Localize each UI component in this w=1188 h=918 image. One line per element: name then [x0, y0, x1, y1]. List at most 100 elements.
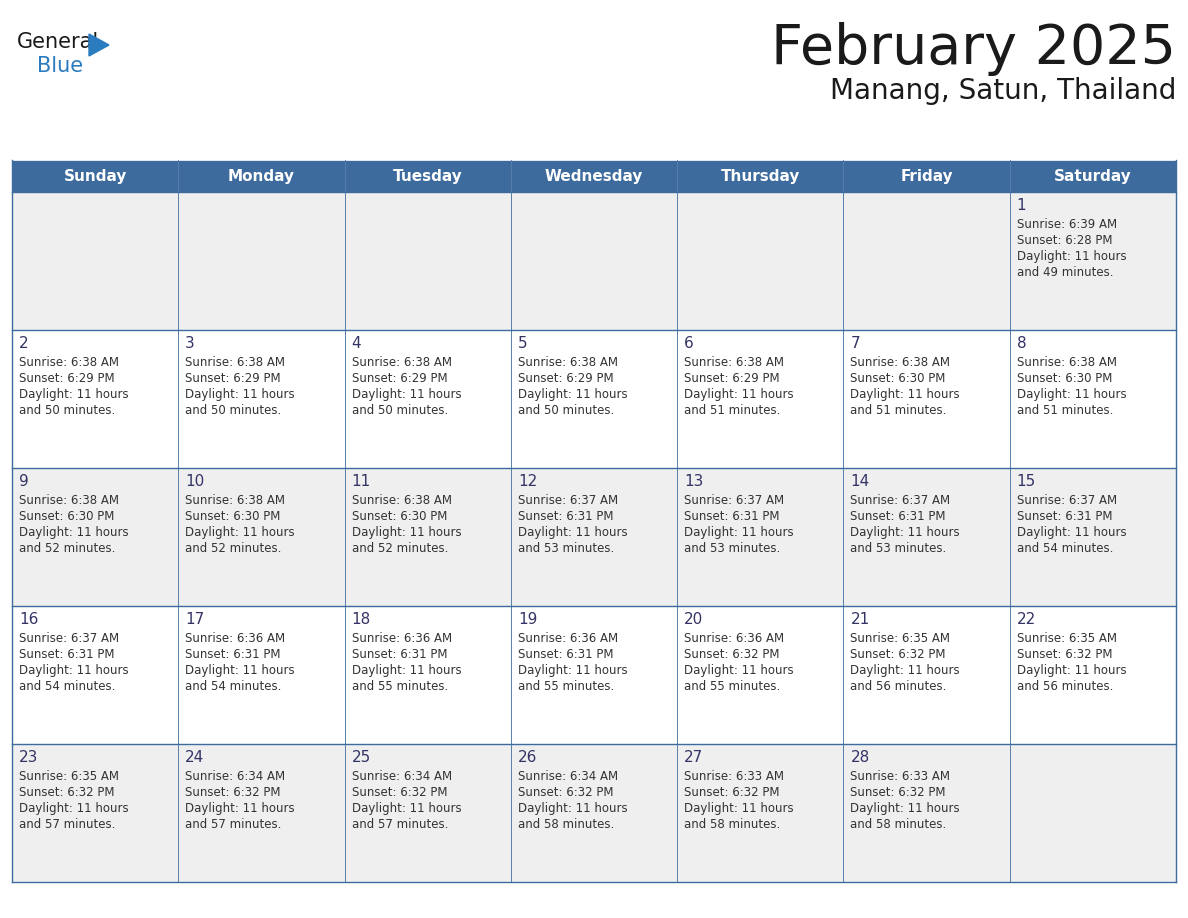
Text: Sunday: Sunday: [63, 169, 127, 184]
Text: and 52 minutes.: and 52 minutes.: [19, 542, 115, 555]
Text: Sunrise: 6:36 AM: Sunrise: 6:36 AM: [518, 632, 618, 645]
Bar: [178, 330, 345, 468]
Bar: [178, 192, 345, 330]
Text: Sunset: 6:29 PM: Sunset: 6:29 PM: [518, 372, 613, 385]
Bar: [345, 468, 511, 606]
Bar: [1010, 192, 1176, 330]
Text: and 53 minutes.: and 53 minutes.: [684, 542, 781, 555]
Bar: [843, 468, 1010, 606]
Text: Blue: Blue: [37, 56, 83, 76]
Text: Daylight: 11 hours: Daylight: 11 hours: [352, 526, 461, 539]
Text: Sunset: 6:32 PM: Sunset: 6:32 PM: [851, 786, 946, 799]
Text: Daylight: 11 hours: Daylight: 11 hours: [185, 802, 295, 815]
Text: 27: 27: [684, 750, 703, 765]
Text: and 51 minutes.: and 51 minutes.: [1017, 404, 1113, 417]
Bar: [1010, 744, 1176, 882]
Text: Daylight: 11 hours: Daylight: 11 hours: [518, 802, 627, 815]
Text: Sunrise: 6:34 AM: Sunrise: 6:34 AM: [352, 770, 451, 783]
Text: and 57 minutes.: and 57 minutes.: [352, 818, 448, 831]
Text: Sunset: 6:32 PM: Sunset: 6:32 PM: [684, 648, 779, 661]
Bar: [511, 606, 677, 744]
Text: Sunset: 6:31 PM: Sunset: 6:31 PM: [684, 510, 779, 523]
Bar: [178, 468, 345, 606]
Bar: [345, 606, 511, 744]
Text: Sunrise: 6:38 AM: Sunrise: 6:38 AM: [19, 494, 119, 507]
Text: Sunrise: 6:36 AM: Sunrise: 6:36 AM: [684, 632, 784, 645]
Text: 21: 21: [851, 612, 870, 627]
Bar: [345, 192, 511, 330]
Text: 8: 8: [1017, 336, 1026, 351]
Text: Sunset: 6:29 PM: Sunset: 6:29 PM: [352, 372, 447, 385]
Text: Sunset: 6:31 PM: Sunset: 6:31 PM: [518, 510, 613, 523]
Text: Sunrise: 6:38 AM: Sunrise: 6:38 AM: [1017, 356, 1117, 369]
Bar: [12, 606, 178, 744]
Text: Sunrise: 6:33 AM: Sunrise: 6:33 AM: [851, 770, 950, 783]
Text: Sunrise: 6:36 AM: Sunrise: 6:36 AM: [352, 632, 451, 645]
Text: Manang, Satun, Thailand: Manang, Satun, Thailand: [829, 77, 1176, 105]
Text: and 55 minutes.: and 55 minutes.: [684, 680, 781, 693]
Text: Sunrise: 6:39 AM: Sunrise: 6:39 AM: [1017, 218, 1117, 231]
Text: Sunset: 6:29 PM: Sunset: 6:29 PM: [684, 372, 779, 385]
Text: 3: 3: [185, 336, 195, 351]
Text: Sunset: 6:31 PM: Sunset: 6:31 PM: [518, 648, 613, 661]
Text: 16: 16: [19, 612, 38, 627]
Text: Sunset: 6:30 PM: Sunset: 6:30 PM: [352, 510, 447, 523]
Text: Sunrise: 6:38 AM: Sunrise: 6:38 AM: [352, 356, 451, 369]
Text: Sunset: 6:31 PM: Sunset: 6:31 PM: [851, 510, 946, 523]
Text: Sunset: 6:29 PM: Sunset: 6:29 PM: [19, 372, 114, 385]
Bar: [677, 468, 843, 606]
Text: Sunset: 6:31 PM: Sunset: 6:31 PM: [19, 648, 114, 661]
Text: 26: 26: [518, 750, 537, 765]
Text: Daylight: 11 hours: Daylight: 11 hours: [185, 526, 295, 539]
Text: Sunrise: 6:35 AM: Sunrise: 6:35 AM: [851, 632, 950, 645]
Text: Sunset: 6:32 PM: Sunset: 6:32 PM: [352, 786, 447, 799]
Text: Sunrise: 6:38 AM: Sunrise: 6:38 AM: [19, 356, 119, 369]
Text: Sunrise: 6:37 AM: Sunrise: 6:37 AM: [518, 494, 618, 507]
Text: 25: 25: [352, 750, 371, 765]
Bar: [843, 606, 1010, 744]
Text: Daylight: 11 hours: Daylight: 11 hours: [352, 664, 461, 677]
Text: Daylight: 11 hours: Daylight: 11 hours: [518, 664, 627, 677]
Text: Sunset: 6:30 PM: Sunset: 6:30 PM: [185, 510, 280, 523]
Bar: [12, 468, 178, 606]
Text: 9: 9: [19, 474, 29, 489]
Text: Sunset: 6:32 PM: Sunset: 6:32 PM: [185, 786, 280, 799]
Bar: [178, 744, 345, 882]
Text: Daylight: 11 hours: Daylight: 11 hours: [684, 802, 794, 815]
Text: Daylight: 11 hours: Daylight: 11 hours: [851, 526, 960, 539]
Bar: [12, 744, 178, 882]
Bar: [12, 330, 178, 468]
Text: and 49 minutes.: and 49 minutes.: [1017, 266, 1113, 279]
Text: and 50 minutes.: and 50 minutes.: [518, 404, 614, 417]
Text: Daylight: 11 hours: Daylight: 11 hours: [19, 802, 128, 815]
Text: Sunset: 6:32 PM: Sunset: 6:32 PM: [19, 786, 114, 799]
Text: 19: 19: [518, 612, 537, 627]
Text: Sunset: 6:31 PM: Sunset: 6:31 PM: [185, 648, 280, 661]
Text: Sunrise: 6:37 AM: Sunrise: 6:37 AM: [684, 494, 784, 507]
Text: Sunset: 6:32 PM: Sunset: 6:32 PM: [1017, 648, 1112, 661]
Bar: [345, 744, 511, 882]
Text: Sunrise: 6:38 AM: Sunrise: 6:38 AM: [185, 356, 285, 369]
Text: and 55 minutes.: and 55 minutes.: [518, 680, 614, 693]
Text: Sunset: 6:29 PM: Sunset: 6:29 PM: [185, 372, 280, 385]
Text: and 53 minutes.: and 53 minutes.: [851, 542, 947, 555]
Text: and 58 minutes.: and 58 minutes.: [851, 818, 947, 831]
Text: Sunrise: 6:34 AM: Sunrise: 6:34 AM: [518, 770, 618, 783]
Text: 1: 1: [1017, 198, 1026, 213]
Text: Sunrise: 6:37 AM: Sunrise: 6:37 AM: [19, 632, 119, 645]
Bar: [677, 606, 843, 744]
Bar: [178, 606, 345, 744]
Text: Sunrise: 6:37 AM: Sunrise: 6:37 AM: [1017, 494, 1117, 507]
Text: and 56 minutes.: and 56 minutes.: [851, 680, 947, 693]
Text: and 52 minutes.: and 52 minutes.: [185, 542, 282, 555]
Text: Sunset: 6:32 PM: Sunset: 6:32 PM: [518, 786, 613, 799]
Text: Monday: Monday: [228, 169, 295, 184]
Bar: [677, 744, 843, 882]
Text: and 52 minutes.: and 52 minutes.: [352, 542, 448, 555]
Text: Sunrise: 6:34 AM: Sunrise: 6:34 AM: [185, 770, 285, 783]
Bar: [677, 330, 843, 468]
Text: Sunset: 6:30 PM: Sunset: 6:30 PM: [19, 510, 114, 523]
Text: Daylight: 11 hours: Daylight: 11 hours: [352, 388, 461, 401]
Text: and 51 minutes.: and 51 minutes.: [851, 404, 947, 417]
Text: Thursday: Thursday: [721, 169, 800, 184]
